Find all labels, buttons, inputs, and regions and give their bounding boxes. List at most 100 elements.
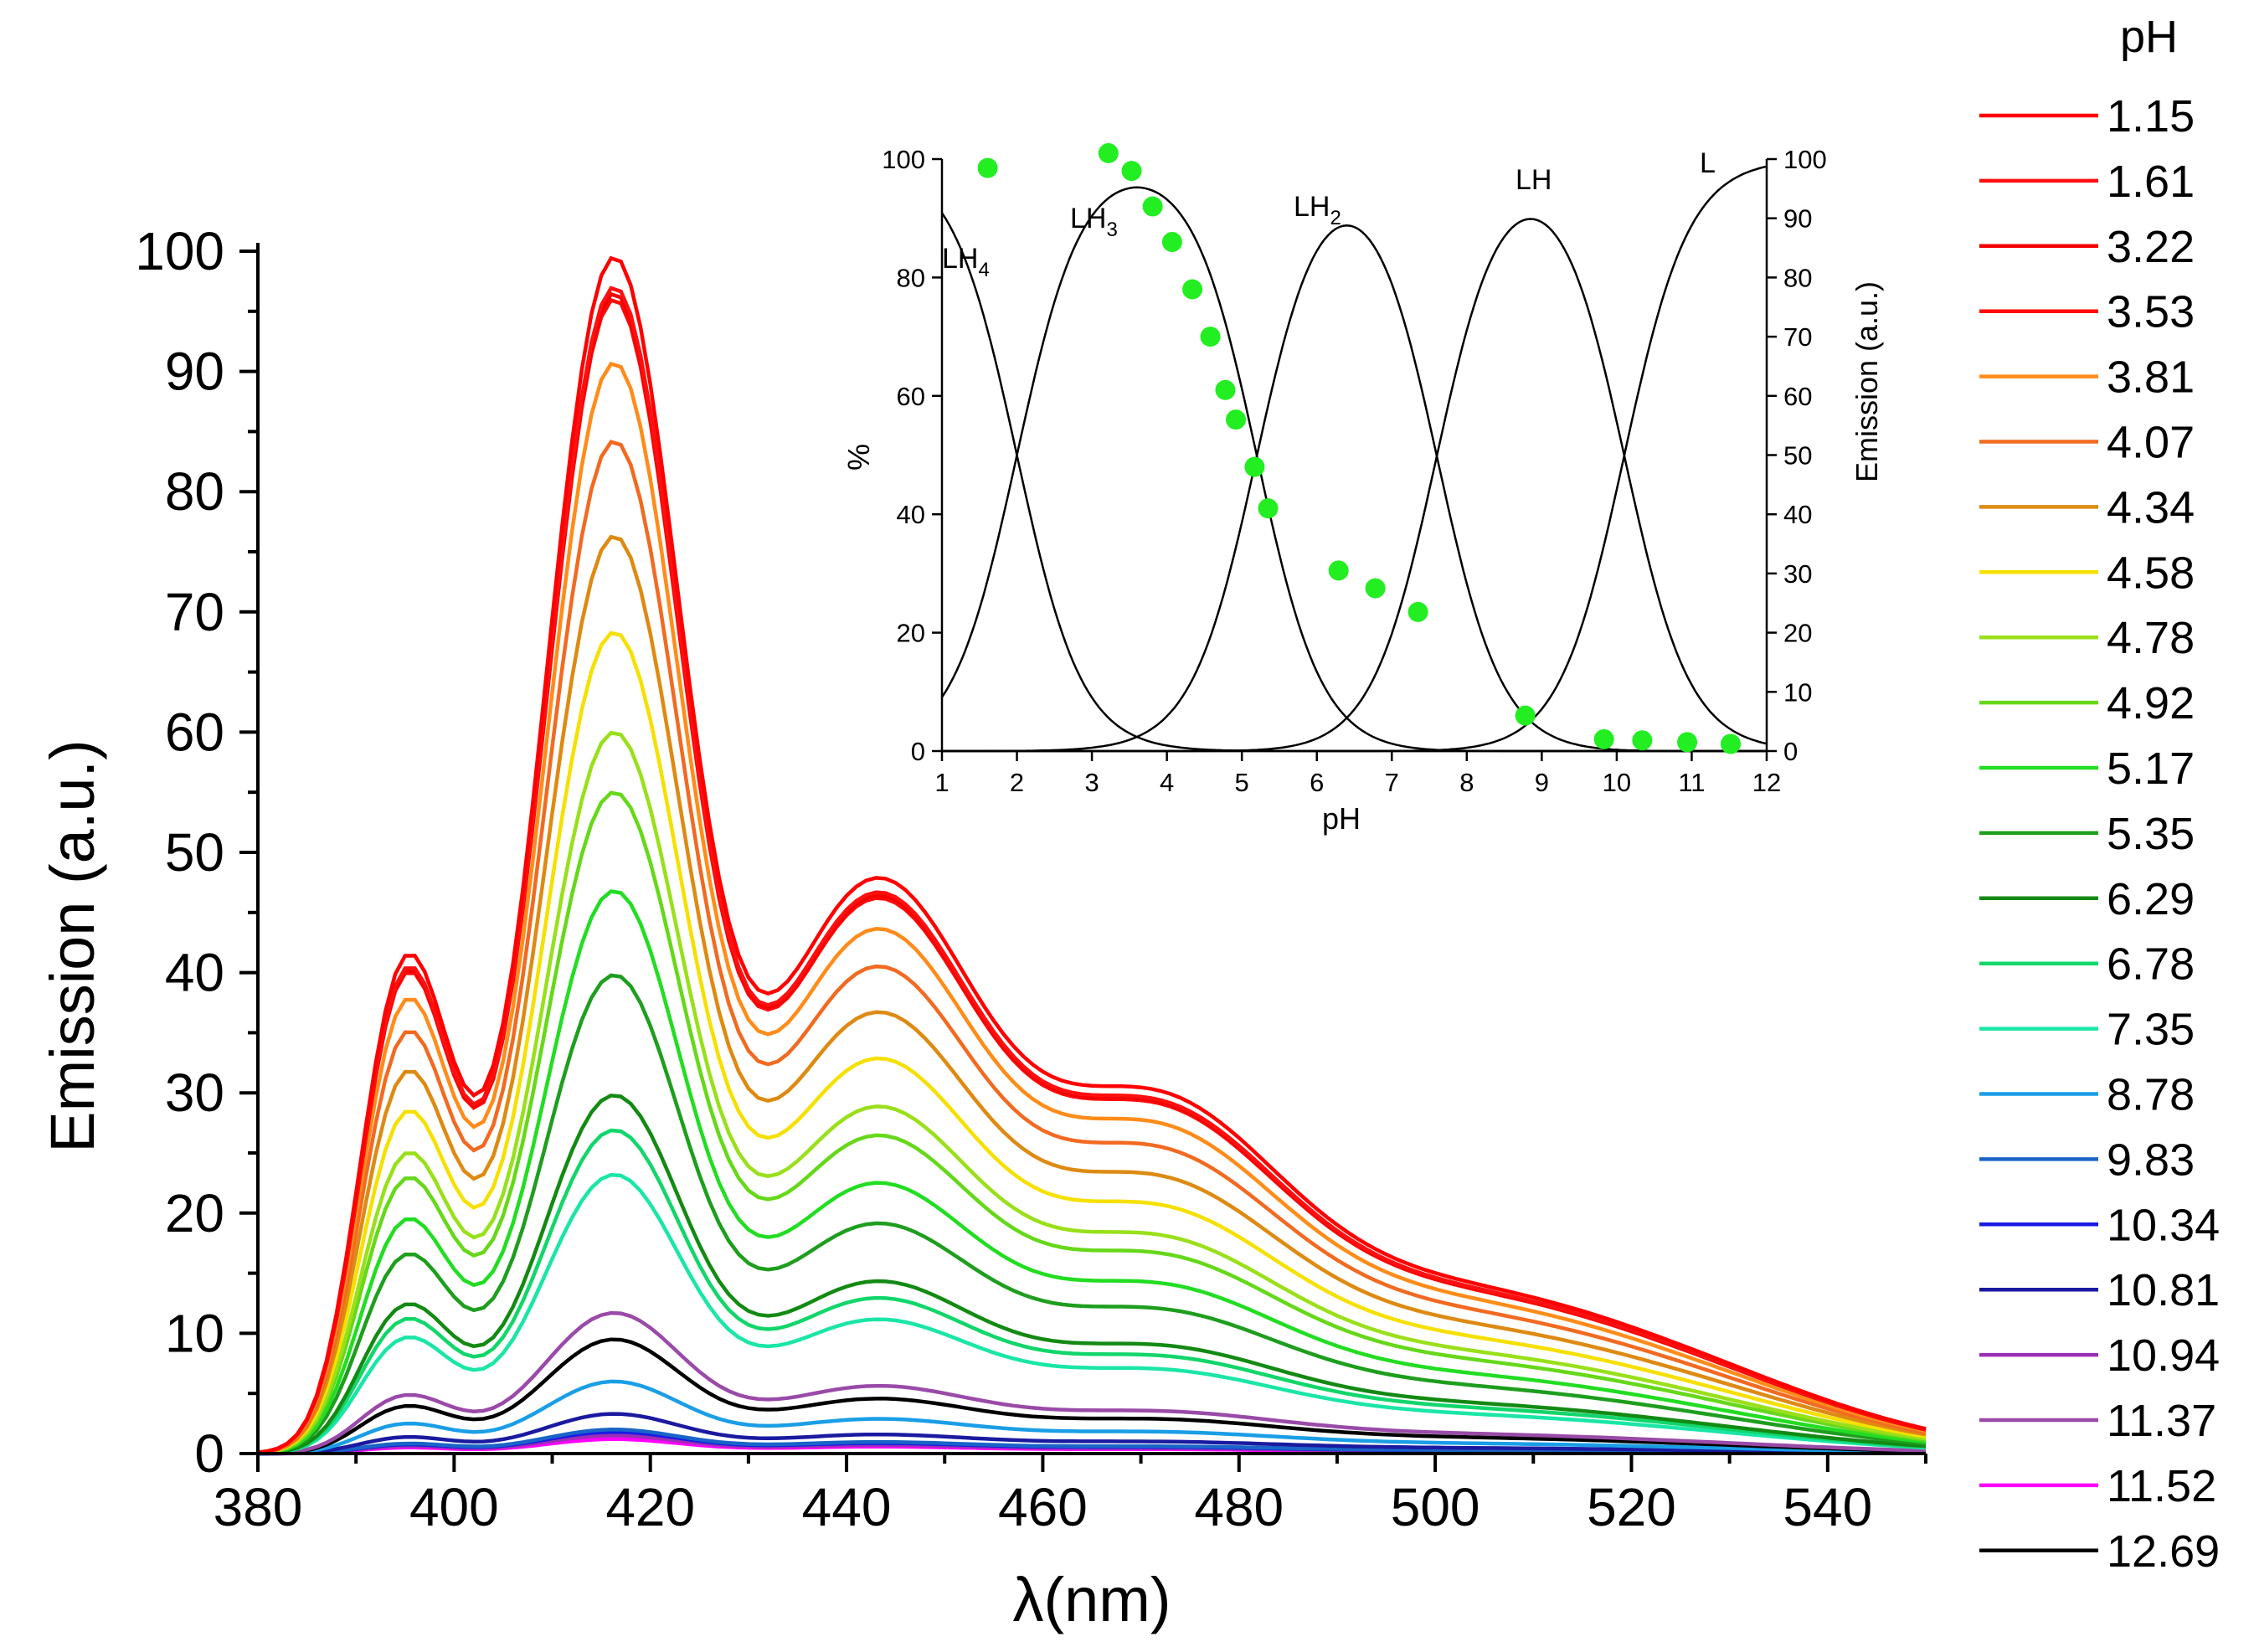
inset-y2-tick-label: 0	[1783, 737, 1798, 766]
emission-point	[1142, 196, 1163, 217]
species-label: LH3	[1070, 203, 1118, 241]
inset-y2-tick-label: 60	[1783, 382, 1812, 411]
legend-label-ph-10.94: 10.94	[2107, 1330, 2220, 1381]
inset-y2-tick-label: 100	[1783, 145, 1827, 174]
emission-point	[1593, 728, 1614, 749]
inset-x-tick-label: 4	[1160, 768, 1174, 797]
emission-point	[1515, 705, 1536, 726]
main-y-tick-label: 90	[165, 342, 224, 402]
inset-chart: 1 2 3 4 5 6 7 8 9 10 11 120204060801000102030405060…	[841, 142, 1884, 836]
main-x-tick-label: 480	[1194, 1477, 1284, 1537]
main-y-tick-label: 0	[194, 1423, 224, 1484]
legend-label-ph-3.22: 3.22	[2107, 222, 2195, 272]
main-y-tick-label: 10	[165, 1303, 224, 1363]
emission-point	[1200, 327, 1221, 347]
main-axes: 380 400 420 440 460 480 500 520 5400102030405060…	[135, 221, 1927, 1537]
inset-x-tick-label: 9	[1535, 768, 1549, 797]
emission-point	[1632, 730, 1653, 751]
emission-point	[1328, 560, 1349, 581]
legend-label-ph-6.29: 6.29	[2107, 874, 2195, 924]
spectrum-line-ph-5.35	[257, 973, 1927, 1455]
inset-x-tick-label: 1	[934, 768, 949, 797]
inset-y-tick-label: 0	[911, 737, 925, 766]
main-y-tick-label: 30	[165, 1063, 224, 1123]
main-y-tick-label: 60	[165, 702, 224, 762]
legend-label-ph-11.52: 11.52	[2107, 1461, 2216, 1511]
inset-y2-tick-label: 40	[1783, 500, 1812, 529]
spectrum-line-ph-4.58	[257, 630, 1927, 1455]
legend-label-ph-4.58: 4.58	[2107, 548, 2195, 598]
spectrum-line-ph-8.78	[257, 1379, 1927, 1456]
spectrum-line-ph-4.07	[257, 440, 1927, 1455]
inset-y-tick-label: 40	[897, 500, 925, 529]
spectrum-line-ph-6.78	[257, 1128, 1927, 1455]
emission-point	[1365, 578, 1386, 599]
inset-x-tick-label: 8	[1459, 768, 1474, 797]
spectrum-line-ph-10.81	[257, 1412, 1927, 1456]
inset-y2-tick-label: 20	[1783, 619, 1812, 648]
emission-point	[1244, 456, 1265, 477]
emission-point	[1226, 409, 1247, 430]
legend-label-ph-10.34: 10.34	[2107, 1200, 2220, 1250]
inset-y2-tick-label: 30	[1783, 559, 1812, 589]
species-label: LH2	[1294, 191, 1341, 229]
spectrum-line-ph-11.37	[257, 1310, 1927, 1456]
legend-label-ph-3.53: 3.53	[2107, 287, 2195, 337]
legend-label-ph-10.81: 10.81	[2107, 1265, 2220, 1315]
legend-label-ph-11.37: 11.37	[2107, 1396, 2216, 1446]
legend-label-ph-5.35: 5.35	[2107, 809, 2195, 859]
inset-x-tick-label: 6	[1310, 768, 1324, 797]
inset-x-tick-label: 12	[1752, 768, 1781, 797]
inset-emission-points	[977, 142, 1742, 754]
inset-x-tick-label: 10	[1603, 768, 1631, 797]
inset-y-tick-label: 80	[897, 263, 925, 292]
main-chart: 380 400 420 440 460 480 500 520 5400102030405060…	[38, 221, 1927, 1634]
legend-label-ph-5.17: 5.17	[2107, 744, 2195, 794]
inset-y2-tick-label: 90	[1783, 204, 1812, 234]
inset-y2-tick-label: 50	[1783, 441, 1812, 471]
spectrum-line-ph-4.34	[257, 534, 1927, 1455]
inset-y-tick-label: 20	[897, 619, 925, 648]
legend-label-ph-4.07: 4.07	[2107, 418, 2195, 468]
spectrum-line-ph-12.69	[257, 1337, 1927, 1456]
spectrum-line-ph-7.35	[257, 1172, 1927, 1455]
main-y-tick-label: 80	[165, 461, 224, 522]
spectrum-line-ph-1.15	[257, 255, 1927, 1454]
emission-point	[1677, 732, 1698, 753]
legend-items: 1.15 1.61 3.22 3.53 3.81 4.07 4.34 4.58 4.78 4.92…	[1979, 91, 2220, 1577]
emission-point	[1215, 379, 1236, 400]
inset-y2-axis-label: Emission (a.u.)	[1850, 281, 1884, 482]
main-y-axis-label: Emission (a.u.)	[38, 739, 107, 1152]
species-label: LH	[1516, 164, 1552, 196]
main-x-tick-label: 520	[1587, 1477, 1676, 1537]
main-x-tick-label: 400	[409, 1477, 499, 1537]
emission-point	[1098, 142, 1119, 163]
inset-x-tick-label: 2	[1010, 768, 1024, 797]
species-label: LH4	[942, 243, 990, 281]
inset-y-tick-label: 100	[882, 145, 925, 174]
emission-point	[1721, 733, 1742, 754]
inset-species-labels: LH4 LH3 LH2 LH L	[942, 147, 1716, 281]
inset-y-axis-label: %	[841, 444, 876, 471]
main-x-tick-label: 420	[605, 1477, 695, 1537]
inset-axes: 1 2 3 4 5 6 7 8 9 10 11 120204060801000102030405060…	[882, 145, 1826, 797]
emission-point	[1121, 161, 1142, 182]
main-x-tick-label: 540	[1783, 1477, 1872, 1537]
spectrum-line-ph-5.17	[257, 889, 1927, 1455]
spectrum-line-ph-4.78	[257, 730, 1927, 1455]
main-x-tick-label: 500	[1391, 1477, 1480, 1537]
inset-x-axis-label: pH	[1322, 801, 1361, 836]
emission-point	[1407, 601, 1428, 622]
inset-x-tick-label: 7	[1385, 768, 1399, 797]
legend-label-ph-8.78: 8.78	[2107, 1070, 2195, 1120]
spectrum-line-ph-3.81	[257, 361, 1927, 1455]
main-x-axis-label: λ(nm)	[1012, 1565, 1171, 1634]
inset-y2-tick-label: 10	[1783, 677, 1812, 707]
legend-label-ph-4.34: 4.34	[2107, 482, 2195, 533]
spectrum-line-ph-6.29	[257, 1094, 1927, 1455]
inset-y-tick-label: 60	[897, 382, 925, 411]
legend-label-ph-3.81: 3.81	[2107, 353, 2195, 403]
inset-y2-tick-label: 80	[1783, 263, 1812, 292]
inset-x-tick-label: 11	[1678, 768, 1705, 797]
inset-x-tick-label: 3	[1084, 768, 1099, 797]
